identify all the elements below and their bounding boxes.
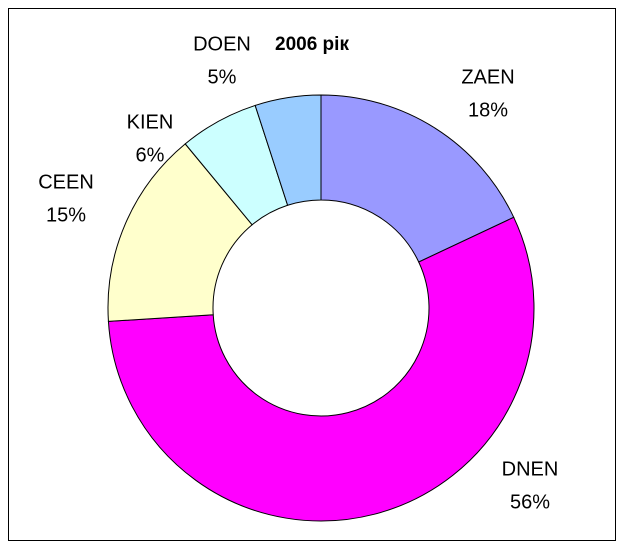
slice-value-label: 56%	[510, 491, 550, 513]
chart-title: 2006 рік	[275, 34, 349, 55]
slice-value-label: 18%	[468, 99, 508, 121]
slice-label: DNEN	[502, 458, 559, 480]
donut-slice	[320, 94, 515, 263]
slice-label: CEEN	[38, 171, 94, 193]
slice-value-label: 15%	[46, 204, 86, 226]
slice-value-label: 5%	[208, 66, 237, 88]
donut-slice	[107, 216, 535, 522]
donut-slice	[254, 94, 322, 206]
slice-value-label: 6%	[136, 144, 165, 166]
slice-label: DOEN	[193, 33, 251, 55]
donut-slice	[107, 143, 253, 322]
slice-label: KIEN	[127, 111, 174, 133]
slice-label: ZAEN	[461, 66, 514, 88]
